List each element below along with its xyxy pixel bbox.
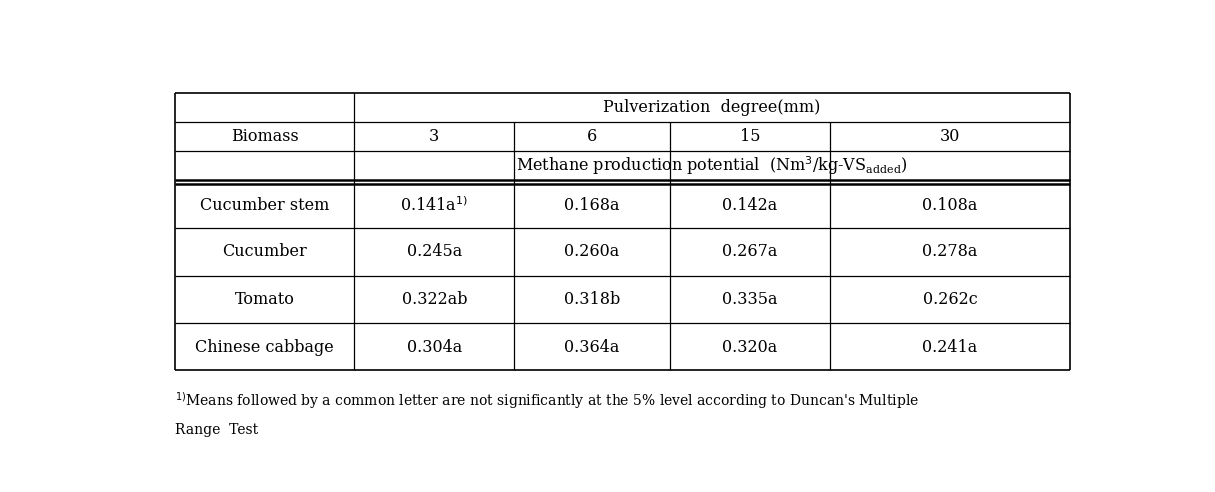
Text: Cucumber stem: Cucumber stem [200, 197, 329, 215]
Text: 0.108a: 0.108a [922, 197, 978, 215]
Text: 3: 3 [429, 128, 440, 145]
Text: 0.267a: 0.267a [722, 244, 778, 260]
Text: 0.318b: 0.318b [564, 291, 620, 308]
Text: Methane production potential  (Nm$^3$/kg-VS$_{\mathregular{added}}$): Methane production potential (Nm$^3$/kg-… [516, 154, 908, 177]
Text: 0.262c: 0.262c [922, 291, 977, 308]
Text: Chinese cabbage: Chinese cabbage [196, 338, 334, 356]
Text: Pulverization  degree(mm): Pulverization degree(mm) [604, 99, 821, 116]
Text: 0.241a: 0.241a [922, 338, 978, 356]
Text: 0.278a: 0.278a [922, 244, 978, 260]
Text: Tomato: Tomato [234, 291, 295, 308]
Text: 15: 15 [740, 128, 761, 145]
Text: 30: 30 [939, 128, 960, 145]
Text: 0.364a: 0.364a [565, 338, 620, 356]
Text: Range  Test: Range Test [175, 423, 259, 437]
Text: 0.320a: 0.320a [722, 338, 778, 356]
Text: 0.335a: 0.335a [722, 291, 778, 308]
Text: 0.260a: 0.260a [565, 244, 620, 260]
Text: 0.168a: 0.168a [564, 197, 620, 215]
Text: 0.142a: 0.142a [722, 197, 778, 215]
Text: 0.245a: 0.245a [407, 244, 462, 260]
Text: 0.141a$^{1)}$: 0.141a$^{1)}$ [400, 197, 469, 215]
Text: 0.322ab: 0.322ab [402, 291, 467, 308]
Text: Cucumber: Cucumber [222, 244, 307, 260]
Text: 0.304a: 0.304a [407, 338, 462, 356]
Text: $^{1)}$Means followed by a common letter are not significantly at the 5% level a: $^{1)}$Means followed by a common letter… [175, 391, 920, 411]
Text: Biomass: Biomass [231, 128, 299, 145]
Text: 6: 6 [587, 128, 598, 145]
